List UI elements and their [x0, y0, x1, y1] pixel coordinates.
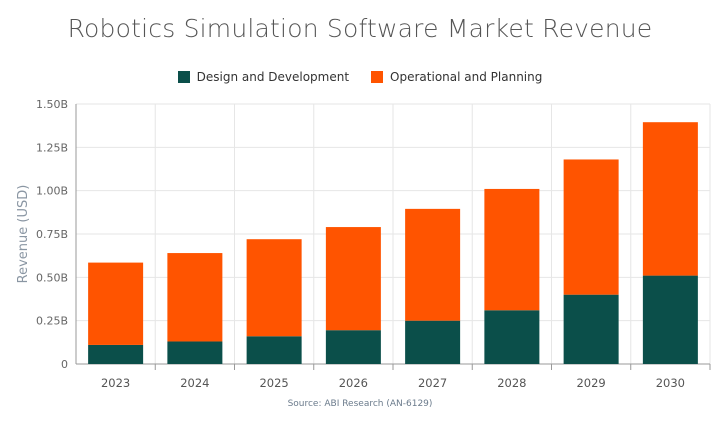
x-tick-label: 2030 [656, 376, 685, 390]
x-tick-label: 2023 [101, 376, 130, 390]
bar-operational-2028 [484, 188, 540, 311]
bar-design-2029 [563, 294, 619, 364]
bar-design-2023 [88, 344, 144, 364]
bar-operational-2029 [563, 159, 619, 295]
x-tick-label: 2027 [418, 376, 447, 390]
y-tick-label: 1.00B [36, 185, 68, 198]
bar-operational-2030 [642, 122, 698, 276]
legend-item-operational[interactable]: Operational and Planning [371, 70, 542, 84]
source-note: Source: ABI Research (AN-6129) [287, 399, 433, 409]
x-tick-label: 2026 [339, 376, 368, 390]
legend-swatch-operational [371, 71, 384, 83]
y-tick-label: 0.75B [36, 228, 68, 241]
bar-operational-2026 [325, 227, 381, 331]
y-tick-label: 0 [61, 358, 68, 371]
bar-design-2030 [642, 275, 698, 364]
bar-design-2026 [325, 330, 381, 364]
x-tick-label: 2024 [180, 376, 209, 390]
y-tick-label: 1.25B [36, 141, 68, 154]
y-tick-label: 1.50B [36, 98, 68, 111]
bar-operational-2024 [167, 253, 223, 342]
legend-label-design: Design and Development [196, 70, 350, 84]
x-tick-label: 2028 [497, 376, 526, 390]
bar-design-2025 [246, 336, 302, 364]
bar-design-2027 [405, 320, 461, 364]
legend-label-operational: Operational and Planning [390, 70, 543, 84]
x-tick-label: 2025 [259, 376, 288, 390]
x-tick-label: 2029 [576, 376, 605, 390]
y-axis-title: Revenue (USD) [16, 185, 31, 284]
legend-item-design[interactable]: Design and Development [177, 70, 350, 84]
legend: Design and Development Operational and P… [0, 70, 720, 84]
bar-operational-2023 [88, 262, 144, 345]
bar-design-2024 [167, 341, 223, 364]
bar-operational-2025 [246, 239, 302, 337]
y-tick-label: 0.25B [36, 315, 68, 328]
legend-swatch-design [177, 71, 190, 83]
bar-design-2028 [484, 310, 540, 364]
chart-title: Robotics Simulation Software Market Reve… [67, 14, 653, 43]
y-tick-label: 0.50B [36, 271, 68, 284]
bar-operational-2027 [405, 208, 461, 321]
